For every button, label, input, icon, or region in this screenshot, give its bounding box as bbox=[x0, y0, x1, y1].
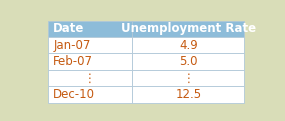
Bar bbox=[48, 21, 132, 37]
Text: Dec-10: Dec-10 bbox=[53, 88, 95, 101]
Text: 4.9: 4.9 bbox=[179, 39, 198, 52]
Text: Date: Date bbox=[53, 22, 85, 35]
Text: 12.5: 12.5 bbox=[175, 88, 201, 101]
Text: ⋮: ⋮ bbox=[84, 72, 96, 84]
Text: ⋮: ⋮ bbox=[182, 72, 194, 84]
Bar bbox=[48, 86, 132, 103]
Text: 5.0: 5.0 bbox=[179, 55, 198, 68]
Bar bbox=[132, 70, 244, 86]
Text: Jan-07: Jan-07 bbox=[53, 39, 91, 52]
Text: Unemployment Rate: Unemployment Rate bbox=[121, 22, 256, 35]
Bar bbox=[132, 86, 244, 103]
Text: Feb-07: Feb-07 bbox=[53, 55, 93, 68]
Bar bbox=[132, 21, 244, 37]
Bar bbox=[48, 37, 132, 53]
Bar bbox=[48, 70, 132, 86]
Bar bbox=[132, 53, 244, 70]
Bar bbox=[48, 53, 132, 70]
Bar bbox=[132, 37, 244, 53]
